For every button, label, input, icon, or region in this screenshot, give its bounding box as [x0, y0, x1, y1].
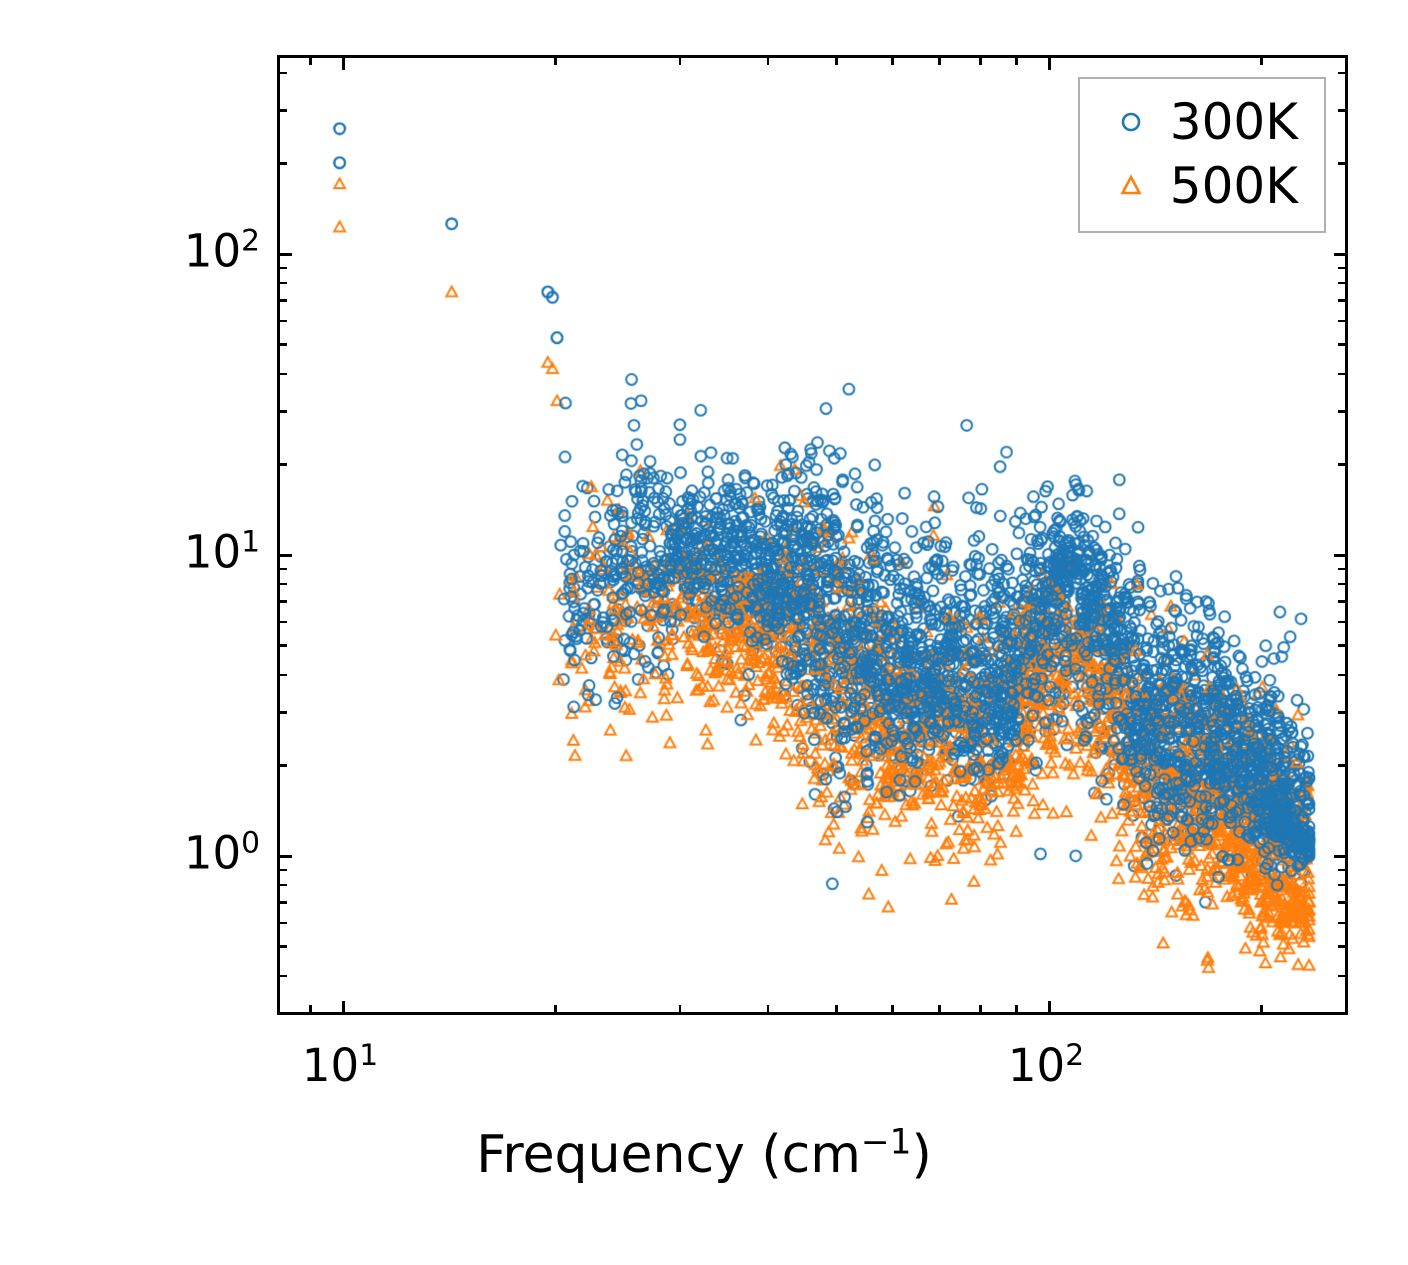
- y-axis-tick-right: [1338, 567, 1345, 570]
- y-axis-tick: [280, 921, 287, 924]
- y-axis-tick: [280, 71, 287, 74]
- y-axis-tick: [280, 567, 287, 570]
- y-axis-tick: [280, 162, 287, 165]
- y-axis-tick-right: [1338, 582, 1345, 586]
- y-axis-tick-right: [1333, 553, 1345, 557]
- y-axis-tick: [280, 868, 287, 871]
- x-axis-tick-top: [766, 58, 770, 65]
- x-axis-tick: [766, 1005, 770, 1012]
- y-axis-tick-right: [1338, 410, 1345, 413]
- x-axis-tick-top: [1015, 58, 1018, 65]
- x-axis-tick-top: [1260, 58, 1263, 65]
- y-axis-tick: [280, 901, 287, 904]
- legend-item-300k: 300K: [1100, 90, 1298, 154]
- y-axis-tick: [280, 945, 287, 948]
- x-axis-tick-top: [1047, 58, 1051, 70]
- y-axis-tick: [280, 372, 287, 375]
- y-axis-tick-right: [1338, 162, 1345, 165]
- y-axis-tick: [280, 410, 287, 413]
- x-axis-tick: [979, 1005, 982, 1012]
- circle-open-icon: [1100, 107, 1162, 137]
- triangle-open-icon: [1100, 171, 1162, 201]
- x-axis-tick-top: [938, 58, 941, 65]
- y-axis-tick: [280, 252, 292, 256]
- y-axis-tick: [280, 673, 287, 676]
- x-axis-tick: [938, 1005, 941, 1012]
- plot-area: 300K 500K: [277, 55, 1348, 1015]
- y-axis-tick-right: [1338, 901, 1345, 904]
- y-axis-tick-right: [1338, 868, 1345, 871]
- y-axis-tick: [280, 266, 287, 269]
- y-axis-tick-right: [1338, 343, 1345, 346]
- x-axis-label: Frequency (cm−1): [476, 1122, 932, 1185]
- x-axis-tick-top: [891, 58, 894, 65]
- y-axis-tick-right: [1338, 921, 1345, 924]
- y-axis-tick: [280, 281, 287, 285]
- y-axis-tick-right: [1338, 319, 1345, 322]
- y-axis-tick-right: [1338, 974, 1345, 977]
- y-axis-tick-right: [1338, 711, 1345, 714]
- x-axis-tick-top: [341, 58, 345, 70]
- x-axis-tick: [1047, 1000, 1051, 1012]
- y-axis-tick-right: [1338, 463, 1345, 466]
- y-axis-tick-right: [1338, 372, 1345, 375]
- x-axis-tick: [341, 1000, 345, 1012]
- x-axis-tick: [1015, 1005, 1018, 1012]
- x-tick-label: 101: [301, 1038, 379, 1092]
- y-axis-tick-right: [1338, 945, 1345, 948]
- y-axis-tick: [280, 883, 287, 887]
- y-axis-tick-right: [1338, 673, 1345, 676]
- legend-label-300k: 300K: [1169, 93, 1298, 151]
- y-axis-tick: [280, 854, 292, 858]
- y-tick-label: 101: [183, 524, 260, 579]
- x-axis-tick-top: [835, 58, 838, 65]
- x-axis-tick: [554, 1005, 557, 1012]
- y-axis-tick-right: [1333, 252, 1345, 256]
- y-axis-tick: [280, 553, 292, 557]
- y-axis-tick-right: [1338, 644, 1345, 647]
- y-axis-tick: [280, 764, 287, 767]
- y-axis-tick-right: [1338, 299, 1345, 302]
- y-tick-label: 100: [183, 825, 260, 880]
- y-axis-tick-right: [1338, 620, 1345, 623]
- x-axis-tick: [309, 1005, 312, 1012]
- legend-label-500k: 500K: [1169, 157, 1298, 215]
- legend-item-500k: 500K: [1100, 154, 1298, 218]
- y-axis-tick-right: [1338, 600, 1345, 603]
- y-axis-tick: [280, 620, 287, 623]
- y-axis-tick-right: [1338, 266, 1345, 269]
- y-axis-tick: [280, 644, 287, 647]
- y-axis-tick: [280, 343, 287, 346]
- legend: 300K 500K: [1077, 77, 1326, 233]
- y-axis-tick-right: [1338, 71, 1345, 74]
- x-axis-tick: [891, 1005, 894, 1012]
- x-axis-tick: [1260, 1005, 1263, 1012]
- y-axis-tick: [280, 109, 287, 112]
- x-axis-tick-top: [309, 58, 312, 65]
- y-axis-tick: [280, 299, 287, 302]
- x-axis-tick: [678, 1005, 682, 1012]
- y-axis-tick-right: [1338, 883, 1345, 887]
- y-axis-tick: [280, 319, 287, 322]
- x-tick-label: 102: [1007, 1038, 1085, 1092]
- y-axis-tick: [280, 600, 287, 603]
- y-axis-tick: [280, 582, 287, 586]
- y-axis-tick-right: [1338, 281, 1345, 285]
- y-axis-tick-right: [1338, 109, 1345, 112]
- y-axis-tick: [280, 974, 287, 977]
- x-axis-tick: [835, 1005, 838, 1012]
- y-axis-tick: [280, 463, 287, 466]
- y-tick-label: 102: [183, 223, 260, 278]
- y-axis-tick: [280, 711, 287, 714]
- y-axis-tick-right: [1338, 764, 1345, 767]
- x-axis-tick-top: [979, 58, 982, 65]
- x-axis-tick-top: [554, 58, 557, 65]
- x-axis-tick-top: [678, 58, 682, 65]
- y-axis-tick-right: [1333, 854, 1345, 858]
